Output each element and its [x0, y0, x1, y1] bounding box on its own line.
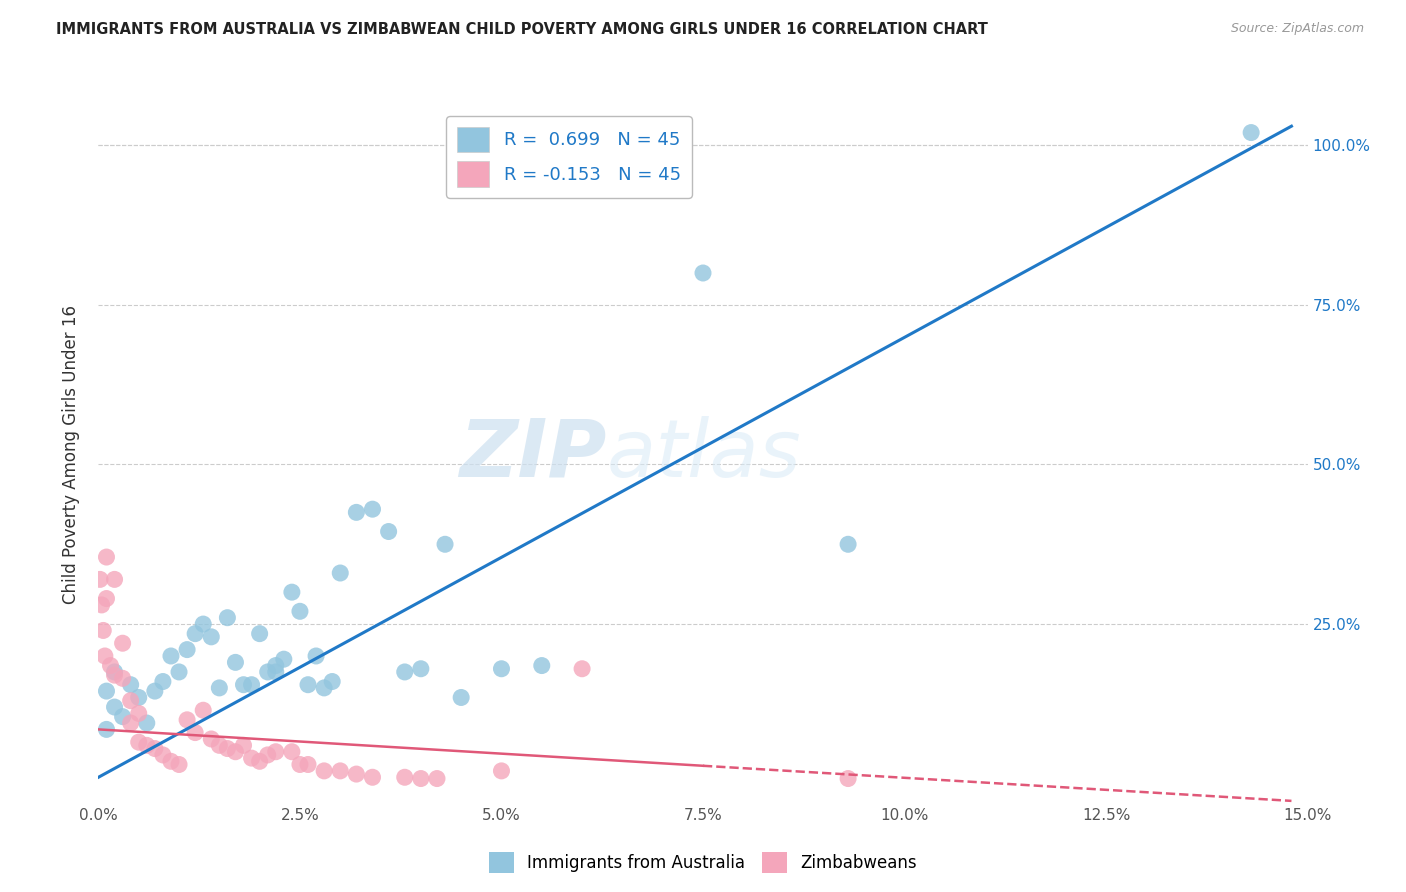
Point: [217, 610, 239, 624]
Point: [208, 681, 231, 695]
Point: [167, 757, 190, 772]
Point: [120, 678, 142, 692]
Point: [491, 662, 513, 676]
Point: [571, 662, 593, 676]
Point: [128, 706, 150, 721]
Point: [837, 772, 859, 786]
Point: [89, 573, 111, 587]
Point: [344, 505, 367, 519]
Point: [94, 648, 117, 663]
Point: [143, 741, 166, 756]
Point: [152, 747, 174, 762]
Point: [314, 681, 336, 695]
Point: [305, 648, 328, 663]
Point: [100, 658, 122, 673]
Point: [692, 266, 714, 280]
Text: Source: ZipAtlas.com: Source: ZipAtlas.com: [1230, 22, 1364, 36]
Point: [409, 772, 432, 786]
Point: [530, 658, 553, 673]
Legend: R =  0.699   N = 45, R = -0.153   N = 45: R = 0.699 N = 45, R = -0.153 N = 45: [446, 116, 692, 198]
Point: [96, 723, 118, 737]
Point: [450, 690, 472, 705]
Text: atlas: atlas: [606, 416, 801, 494]
Point: [90, 598, 112, 612]
Point: [91, 624, 114, 638]
Point: [240, 751, 263, 765]
Point: [103, 700, 125, 714]
Point: [232, 678, 254, 692]
Point: [273, 652, 295, 666]
Point: [281, 585, 304, 599]
Point: [128, 690, 150, 705]
Legend: Immigrants from Australia, Zimbabweans: Immigrants from Australia, Zimbabweans: [482, 846, 924, 880]
Point: [264, 745, 287, 759]
Point: [176, 713, 198, 727]
Point: [224, 656, 246, 670]
Point: [167, 665, 190, 679]
Point: [200, 630, 222, 644]
Point: [96, 549, 118, 564]
Point: [409, 662, 432, 676]
Point: [394, 770, 416, 784]
Point: [160, 754, 183, 768]
Point: [314, 764, 336, 778]
Point: [256, 665, 278, 679]
Point: [256, 747, 278, 762]
Point: [1240, 126, 1263, 140]
Point: [321, 674, 343, 689]
Point: [329, 566, 352, 580]
Point: [394, 665, 416, 679]
Point: [426, 772, 449, 786]
Point: [128, 735, 150, 749]
Point: [184, 626, 207, 640]
Point: [297, 757, 319, 772]
Y-axis label: Child Poverty Among Girls Under 16: Child Poverty Among Girls Under 16: [62, 305, 80, 605]
Point: [434, 537, 457, 551]
Point: [232, 739, 254, 753]
Point: [135, 716, 157, 731]
Point: [193, 617, 215, 632]
Point: [143, 684, 166, 698]
Point: [329, 764, 352, 778]
Point: [344, 767, 367, 781]
Point: [297, 678, 319, 692]
Point: [264, 658, 287, 673]
Point: [120, 694, 142, 708]
Point: [837, 537, 859, 551]
Point: [224, 745, 246, 759]
Point: [249, 754, 271, 768]
Point: [193, 703, 215, 717]
Point: [103, 573, 125, 587]
Point: [361, 770, 384, 784]
Text: ZIP: ZIP: [458, 416, 606, 494]
Point: [96, 591, 118, 606]
Point: [135, 739, 157, 753]
Point: [377, 524, 399, 539]
Point: [152, 674, 174, 689]
Point: [217, 741, 239, 756]
Point: [288, 604, 311, 618]
Point: [176, 642, 198, 657]
Point: [288, 757, 311, 772]
Point: [200, 731, 222, 746]
Text: IMMIGRANTS FROM AUSTRALIA VS ZIMBABWEAN CHILD POVERTY AMONG GIRLS UNDER 16 CORRE: IMMIGRANTS FROM AUSTRALIA VS ZIMBABWEAN …: [56, 22, 988, 37]
Point: [281, 745, 304, 759]
Point: [361, 502, 384, 516]
Point: [103, 665, 125, 679]
Point: [491, 764, 513, 778]
Point: [111, 671, 134, 685]
Point: [160, 648, 183, 663]
Point: [208, 739, 231, 753]
Point: [103, 668, 125, 682]
Point: [111, 709, 134, 723]
Point: [264, 665, 287, 679]
Point: [120, 716, 142, 731]
Point: [249, 626, 271, 640]
Point: [184, 725, 207, 739]
Point: [111, 636, 134, 650]
Point: [96, 684, 118, 698]
Point: [240, 678, 263, 692]
